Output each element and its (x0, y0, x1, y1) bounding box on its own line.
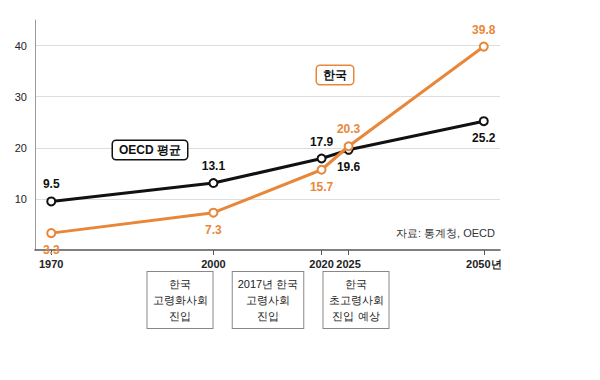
svg-text:19.6: 19.6 (337, 160, 361, 174)
svg-text:13.1: 13.1 (202, 159, 226, 173)
svg-text:2000: 2000 (201, 258, 225, 270)
svg-text:10: 10 (15, 193, 27, 205)
svg-text:고령사회: 고령사회 (246, 294, 290, 306)
svg-text:진입 예상: 진입 예상 (332, 310, 379, 322)
svg-text:자료: 통계청, OECD: 자료: 통계청, OECD (396, 227, 495, 239)
svg-text:2017년 한국: 2017년 한국 (238, 278, 299, 290)
svg-text:17.9: 17.9 (310, 135, 334, 149)
svg-text:9.5: 9.5 (43, 177, 60, 191)
svg-text:한국: 한국 (345, 278, 367, 290)
svg-text:39.8: 39.8 (472, 23, 496, 37)
svg-text:20: 20 (15, 142, 27, 154)
svg-text:진입: 진입 (169, 310, 191, 322)
svg-text:15.7: 15.7 (310, 180, 334, 194)
svg-text:1970: 1970 (39, 258, 63, 270)
svg-text:초고령사회: 초고령사회 (329, 294, 384, 306)
svg-text:2050년: 2050년 (466, 258, 501, 270)
svg-text:2020: 2020 (309, 258, 333, 270)
svg-text:OECD 평균: OECD 평균 (119, 143, 181, 157)
svg-text:7.3: 7.3 (205, 223, 222, 237)
svg-text:고령화사회: 고령화사회 (153, 294, 208, 306)
svg-text:한국: 한국 (323, 68, 347, 82)
svg-text:40: 40 (15, 40, 27, 52)
svg-text:2025: 2025 (336, 258, 360, 270)
svg-text:3.3: 3.3 (43, 243, 60, 257)
svg-text:25.2: 25.2 (472, 131, 496, 145)
svg-text:20.3: 20.3 (337, 122, 361, 136)
svg-text:30: 30 (15, 91, 27, 103)
svg-text:한국: 한국 (169, 278, 191, 290)
svg-text:진입: 진입 (257, 310, 279, 322)
